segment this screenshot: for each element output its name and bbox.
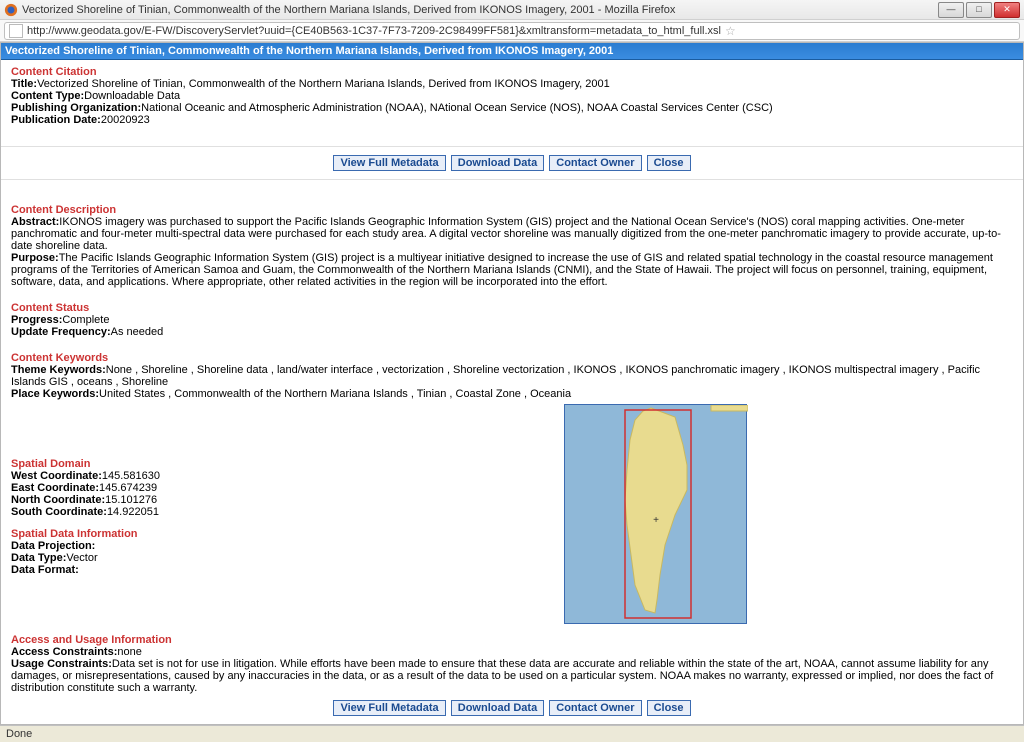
progress-k: Progress: [11, 314, 62, 326]
map-center-mark: + [653, 515, 659, 526]
south-v: 14.922051 [107, 506, 159, 518]
proj-k: Data Projection: [11, 540, 95, 552]
access-k: Access Constraints: [11, 646, 117, 658]
address-bar[interactable]: http://www.geodata.gov/E-FW/DiscoverySer… [4, 22, 1020, 40]
access-usage-section: Access and Usage Information Access Cons… [1, 628, 1023, 696]
content-status-section: Content Status Progress:Complete Update … [1, 290, 1023, 340]
contact-owner-button-2[interactable]: Contact Owner [549, 700, 641, 716]
window-controls: — □ ✕ [936, 2, 1020, 18]
access-heading: Access and Usage Information [11, 634, 1013, 646]
status-text: Done [6, 728, 32, 740]
window-title: Vectorized Shoreline of Tinian, Commonwe… [22, 4, 675, 16]
east-v: 145.674239 [99, 482, 157, 494]
purpose-v: The Pacific Islands Geographic Informati… [11, 252, 993, 288]
page-content: Vectorized Shoreline of Tinian, Commonwe… [0, 42, 1024, 725]
place-k: Place Keywords: [11, 388, 99, 400]
west-v: 145.581630 [102, 470, 160, 482]
dtype-k: Data Type: [11, 552, 66, 564]
spatial-domain-heading: Spatial Domain [11, 458, 554, 470]
dtype-v: Vector [66, 552, 97, 564]
east-k: East Coordinate: [11, 482, 99, 494]
description-heading: Content Description [11, 204, 1013, 216]
north-v: 15.101276 [105, 494, 157, 506]
minimize-button[interactable]: — [938, 2, 964, 18]
citation-date-k: Publication Date: [11, 114, 101, 126]
page-icon [9, 24, 23, 38]
format-k: Data Format: [11, 564, 79, 576]
spatial-row: Spatial Domain West Coordinate:145.58163… [1, 402, 1023, 628]
content-citation-section: Content Citation Title:Vectorized Shorel… [1, 60, 1023, 128]
island-shape [625, 408, 687, 613]
citation-title-k: Title: [11, 78, 37, 90]
status-heading: Content Status [11, 302, 1013, 314]
view-full-metadata-button[interactable]: View Full Metadata [333, 155, 445, 171]
contact-owner-button[interactable]: Contact Owner [549, 155, 641, 171]
content-keywords-section: Content Keywords Theme Keywords:None , S… [1, 340, 1023, 402]
access-v: none [117, 646, 141, 658]
usage-v: Data set is not for use in litigation. W… [11, 658, 993, 694]
spatial-map: + [564, 404, 747, 624]
progress-v: Complete [62, 314, 109, 326]
spatial-info-heading: Spatial Data Information [11, 528, 554, 540]
close-button[interactable]: Close [647, 155, 691, 171]
keywords-heading: Content Keywords [11, 352, 1013, 364]
page-title: Vectorized Shoreline of Tinian, Commonwe… [1, 43, 1023, 60]
firefox-icon [4, 3, 18, 17]
url-text: http://www.geodata.gov/E-FW/DiscoverySer… [27, 25, 721, 37]
purpose-k: Purpose: [11, 252, 59, 264]
abstract-k: Abstract: [11, 216, 59, 228]
citation-heading: Content Citation [11, 66, 1013, 78]
citation-type-k: Content Type: [11, 90, 84, 102]
place-v: United States , Commonwealth of the Nort… [99, 388, 571, 400]
close-window-button[interactable]: ✕ [994, 2, 1020, 18]
browser-statusbar: Done [0, 725, 1024, 741]
theme-v: None , Shoreline , Shoreline data , land… [11, 364, 980, 388]
south-k: South Coordinate: [11, 506, 107, 518]
theme-k: Theme Keywords: [11, 364, 106, 376]
bookmark-star-icon[interactable]: ☆ [725, 24, 736, 38]
freq-v: As needed [111, 326, 164, 338]
usage-k: Usage Constraints: [11, 658, 112, 670]
abstract-v: IKONOS imagery was purchased to support … [11, 216, 1001, 252]
citation-title-v: Vectorized Shoreline of Tinian, Commonwe… [37, 78, 610, 90]
citation-date-v: 20020923 [101, 114, 150, 126]
citation-org-v: National Oceanic and Atmospheric Adminis… [141, 102, 773, 114]
download-data-button[interactable]: Download Data [451, 155, 544, 171]
maximize-button[interactable]: □ [966, 2, 992, 18]
freq-k: Update Frequency: [11, 326, 111, 338]
citation-type-v: Downloadable Data [84, 90, 180, 102]
content-description-section: Content Description Abstract:IKONOS imag… [1, 198, 1023, 290]
window-titlebar: Vectorized Shoreline of Tinian, Commonwe… [0, 0, 1024, 20]
north-k: North Coordinate: [11, 494, 105, 506]
download-data-button-2[interactable]: Download Data [451, 700, 544, 716]
address-bar-row: http://www.geodata.gov/E-FW/DiscoverySer… [0, 20, 1024, 42]
close-button-2[interactable]: Close [647, 700, 691, 716]
action-buttons-top: View Full Metadata Download Data Contact… [1, 151, 1023, 175]
west-k: West Coordinate: [11, 470, 102, 482]
view-full-metadata-button-2[interactable]: View Full Metadata [333, 700, 445, 716]
citation-org-k: Publishing Organization: [11, 102, 141, 114]
action-buttons-bottom: View Full Metadata Download Data Contact… [1, 696, 1023, 720]
